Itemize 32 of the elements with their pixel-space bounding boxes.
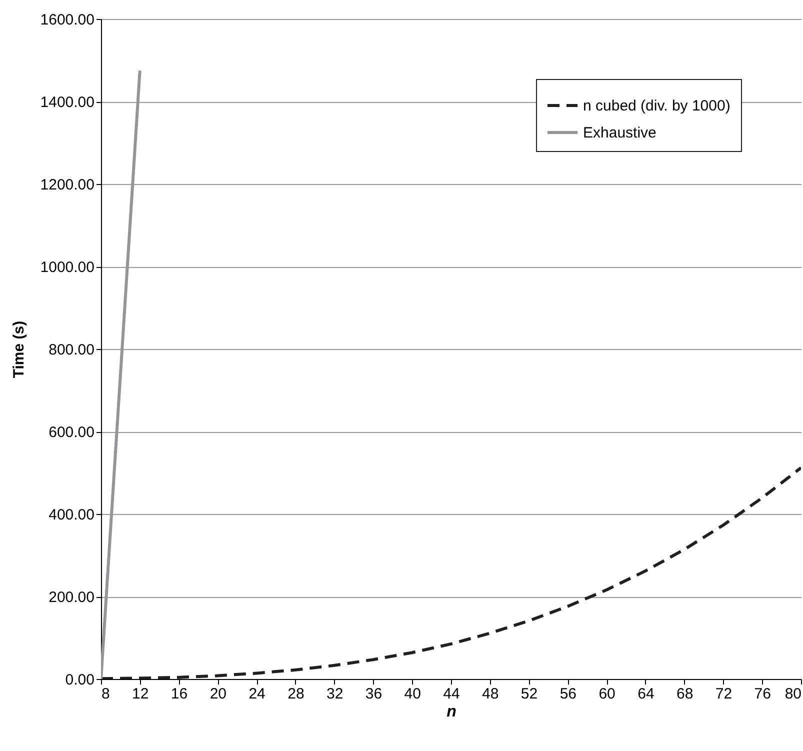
y-tick-label: 0.00 — [65, 672, 94, 688]
x-tick-label: 72 — [715, 686, 732, 702]
y-tick-label: 1400.00 — [40, 94, 94, 111]
y-tick-label: 1600.00 — [40, 12, 94, 28]
x-tick-label: 56 — [560, 686, 577, 702]
x-tick-label: 60 — [598, 686, 616, 702]
y-tick-label: 800.00 — [48, 342, 94, 358]
legend-label: Exhaustive — [583, 124, 656, 142]
x-tick-label: 32 — [326, 686, 344, 702]
x-tick-label: 40 — [404, 686, 421, 702]
x-tick-label: 36 — [365, 686, 382, 702]
y-axis-title: Time (s) — [10, 320, 28, 378]
x-tick-label: 28 — [288, 686, 304, 702]
y-tick-label: 600.00 — [48, 424, 94, 441]
x-tick-label: 68 — [676, 686, 694, 702]
x-tick-label: 44 — [443, 686, 460, 702]
x-tick-label: 12 — [132, 686, 149, 702]
x-tick-label: 80 — [784, 686, 802, 702]
x-tick-label: 48 — [482, 686, 499, 702]
x-tick-label: 76 — [754, 686, 771, 702]
x-tick-label: 64 — [638, 686, 654, 702]
x-tick-label: 8 — [102, 686, 110, 702]
y-tick-label: 1200.00 — [40, 176, 94, 194]
x-tick-label: 52 — [520, 686, 538, 702]
y-tick-label: 1000.00 — [40, 259, 94, 276]
x-axis-title: n — [446, 704, 457, 720]
legend-label: n cubed (div. by 1000) — [583, 98, 730, 114]
y-tick-label: 400.00 — [48, 506, 94, 524]
x-tick-label: 16 — [170, 686, 188, 702]
x-tick-label: 20 — [210, 686, 227, 702]
y-tick-label: 200.00 — [48, 589, 94, 606]
x-tick-label: 24 — [248, 686, 266, 702]
